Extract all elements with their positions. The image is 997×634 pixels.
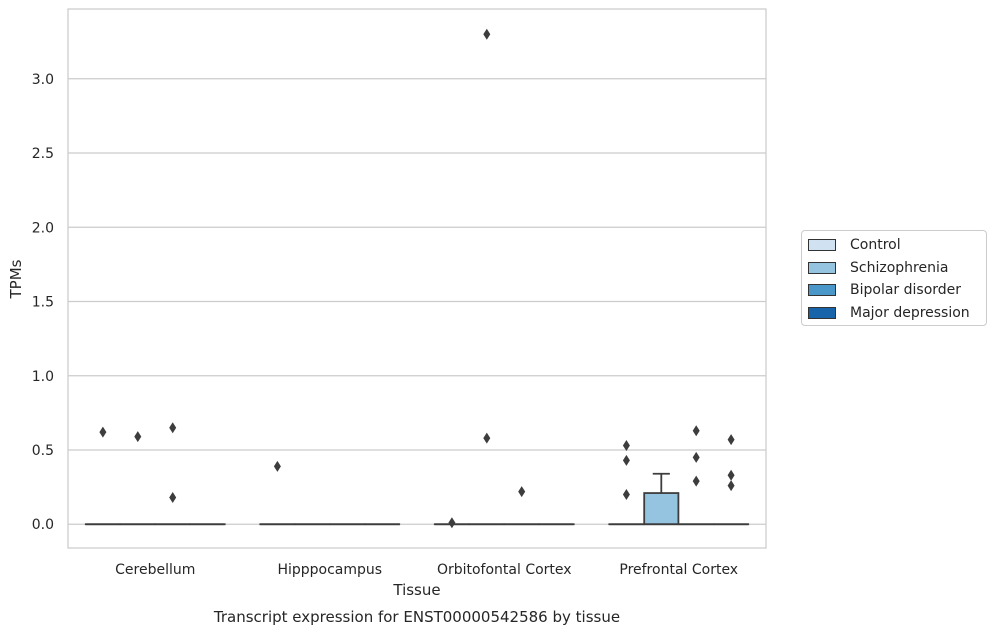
legend-item-major-depression: Major depression: [808, 303, 970, 323]
outlier-point: [622, 440, 630, 452]
box-schizophrenia: [643, 492, 680, 526]
y-tick-label: 2.0: [32, 220, 54, 236]
y-tick-label: 3.0: [32, 72, 54, 88]
legend-item-control: Control: [808, 235, 901, 255]
y-tick-label: 0.5: [32, 443, 54, 459]
y-tick-labels: 0.0 0.5 1.0 1.5 2.0 2.5 3.0: [32, 72, 54, 533]
x-tick-label: Hipppocampus: [277, 562, 382, 578]
outlier-point: [448, 517, 456, 529]
outlier-point: [483, 28, 491, 40]
x-axis-title: Tissue: [392, 581, 440, 599]
legend-label-bipolar-disorder: Bipolar disorder: [850, 282, 962, 298]
outlier-point: [169, 492, 177, 504]
outlier-point: [727, 469, 735, 481]
outlier-point: [99, 426, 107, 438]
legend-label-control: Control: [850, 237, 901, 253]
outlier-point: [692, 451, 700, 463]
y-tick-label: 2.5: [32, 146, 54, 162]
legend-swatch-bipolar-disorder: [808, 284, 836, 296]
outlier-point: [622, 489, 630, 501]
outlier-point: [273, 460, 281, 472]
legend-label-major-depression: Major depression: [850, 305, 970, 321]
plot-frame: [67, 8, 767, 549]
y-tick-label: 0.0: [32, 517, 54, 533]
outlier-point: [692, 425, 700, 437]
box-marks: [84, 28, 750, 529]
legend-swatch-control: [808, 239, 836, 251]
outlier-point: [692, 475, 700, 487]
y-tick-label: 1.0: [32, 369, 54, 385]
grid-lines: [68, 78, 766, 525]
outlier-point: [483, 432, 491, 444]
x-tick-label: Orbitofontal Cortex: [437, 562, 572, 578]
legend: Control Schizophrenia Bipolar disorder M…: [801, 230, 987, 326]
outlier-point: [727, 480, 735, 492]
legend-swatch-schizophrenia: [808, 262, 836, 274]
legend-label-schizophrenia: Schizophrenia: [850, 260, 949, 276]
outlier-point: [134, 431, 142, 443]
outlier-point: [622, 454, 630, 466]
x-tick-label: Prefrontal Cortex: [619, 562, 738, 578]
x-tick-label: Cerebellum: [115, 562, 195, 578]
y-tick-label: 1.5: [32, 295, 54, 311]
outlier-point: [518, 486, 526, 498]
x-tick-labels: Cerebellum Hipppocampus Orbitofontal Corte…: [115, 562, 738, 578]
outlier-point: [169, 422, 177, 434]
legend-item-schizophrenia: Schizophrenia: [808, 258, 948, 278]
legend-swatch-major-depression: [808, 307, 836, 319]
legend-item-bipolar-disorder: Bipolar disorder: [808, 280, 961, 300]
outlier-point: [727, 434, 735, 446]
chart-title: Transcript expression for ENST0000054258…: [213, 608, 620, 626]
y-axis-title: TPMs: [7, 259, 25, 299]
